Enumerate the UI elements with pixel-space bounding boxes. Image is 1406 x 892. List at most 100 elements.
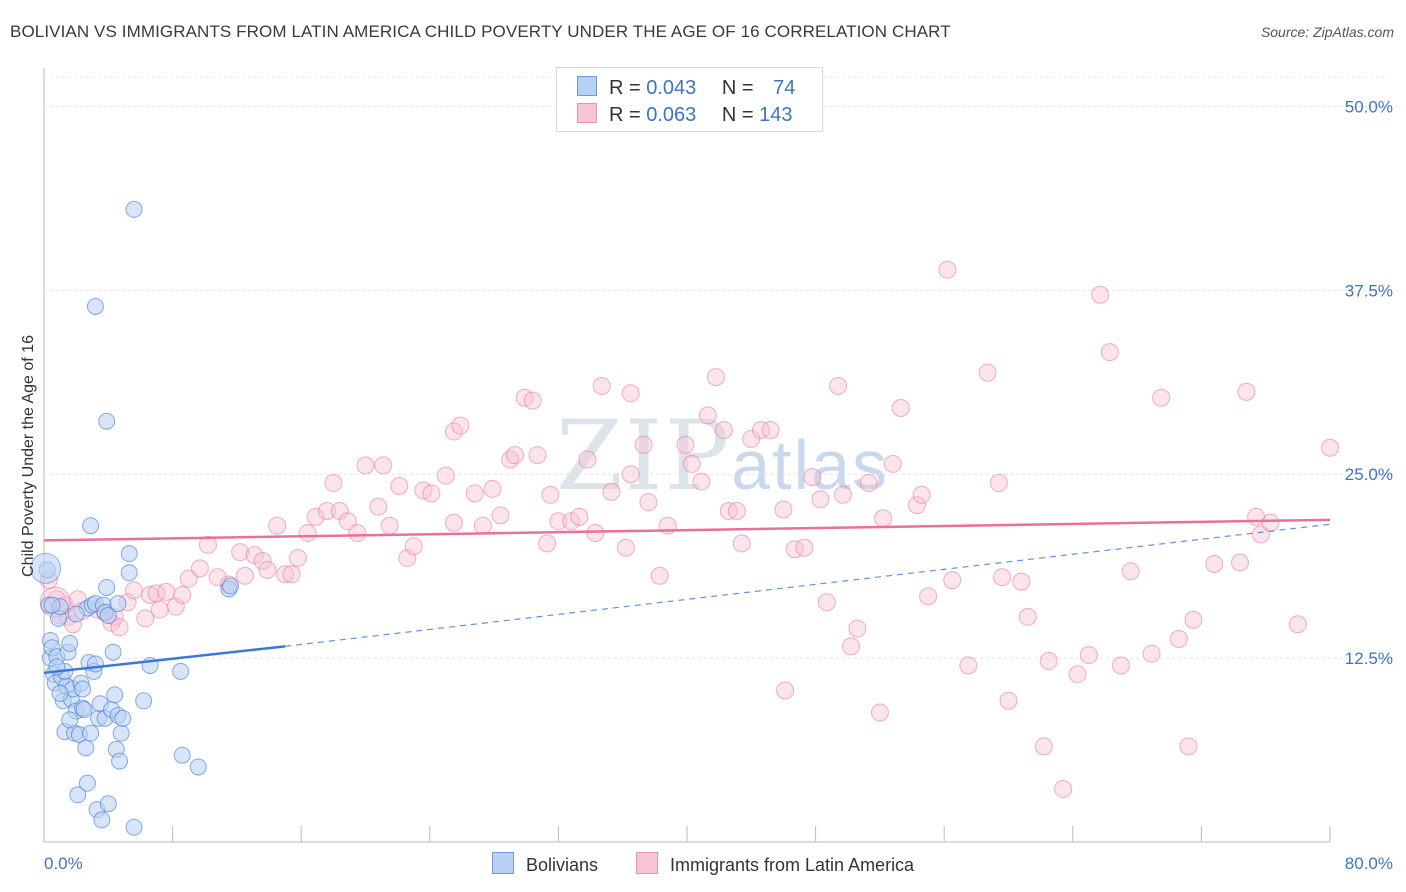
data-point-immigrants (919, 587, 938, 606)
data-point-immigrants (912, 485, 931, 504)
data-point-immigrants (621, 384, 640, 403)
data-point-immigrants (959, 656, 978, 675)
legend-row-bolivians: R = 0.043 N = 74 (577, 76, 795, 100)
trend-line-bolivians (43, 645, 286, 675)
data-point-immigrants (650, 566, 669, 585)
data-point-immigrants (253, 552, 272, 571)
data-point-immigrants (562, 512, 581, 531)
legend-r-value: 0.043 (646, 77, 697, 99)
legend-n-label: N = (721, 77, 754, 99)
data-point-immigrants (436, 466, 455, 485)
data-point-immigrants (907, 496, 926, 515)
data-point-bolivians (189, 758, 207, 776)
data-point-immigrants (1100, 343, 1119, 362)
data-point-bolivians (98, 412, 116, 430)
data-point-bolivians (99, 606, 117, 624)
data-point-immigrants (465, 484, 484, 503)
y-tick-label: 12.5% (1345, 649, 1393, 668)
data-point-immigrants (706, 368, 725, 387)
data-point-immigrants (549, 512, 568, 531)
y-tick-label: 25.0% (1345, 465, 1393, 484)
data-point-immigrants (1237, 382, 1256, 401)
data-point-immigrants (586, 524, 605, 543)
series-immigrants-points (39, 260, 1339, 799)
data-point-bolivians (109, 595, 127, 613)
data-point-bolivians (77, 739, 95, 757)
data-point-immigrants (451, 416, 470, 435)
data-point-immigrants (1230, 553, 1249, 572)
data-point-immigrants (422, 484, 441, 503)
data-point-bolivians (82, 517, 100, 535)
data-point-immigrants (891, 399, 910, 418)
trend-line-immigrants (43, 518, 1331, 542)
data-point-immigrants (989, 474, 1008, 493)
data-point-immigrants (592, 376, 611, 395)
data-point-immigrants (1321, 438, 1339, 457)
data-point-bolivians (221, 577, 239, 595)
legend-r-label: R = (609, 77, 641, 99)
y-axis-title: Child Poverty Under the Age of 16 (20, 335, 37, 577)
data-point-immigrants (817, 593, 836, 612)
data-point-immigrants (348, 524, 367, 543)
data-point-bolivians (86, 655, 104, 673)
y-tick-label: 37.5% (1345, 281, 1393, 300)
data-point-immigrants (883, 454, 902, 473)
data-point-immigrants (179, 569, 198, 588)
data-point-immigrants (811, 490, 830, 509)
data-point-immigrants (369, 497, 388, 516)
data-point-immigrants (1091, 285, 1110, 304)
data-point-immigrants (978, 363, 997, 382)
data-point-bolivians (112, 724, 130, 742)
data-point-bolivians (98, 578, 116, 596)
data-point-bolivians (61, 634, 79, 652)
data-point-immigrants (829, 376, 848, 395)
data-point-immigrants (874, 509, 893, 528)
data-point-immigrants (776, 681, 795, 700)
data-point-immigrants (1012, 572, 1031, 591)
data-point-bolivians (82, 724, 100, 742)
data-point-immigrants (692, 472, 711, 491)
data-point-immigrants (491, 506, 510, 525)
data-point-immigrants (483, 479, 502, 498)
data-point-bolivians (120, 545, 138, 563)
legend-n-value: 143 (759, 104, 793, 126)
data-point-immigrants (1018, 607, 1037, 626)
data-point-immigrants (136, 609, 155, 628)
data-point-immigrants (258, 560, 277, 579)
data-point-immigrants (390, 476, 409, 495)
data-point-immigrants (570, 507, 589, 526)
data-point-immigrants (208, 568, 227, 587)
data-point-immigrants (751, 421, 770, 440)
x-tick-label-max: 80.0% (1345, 854, 1393, 873)
data-point-immigrants (1121, 562, 1140, 581)
data-point-bolivians (69, 786, 87, 804)
data-point-bolivians (75, 701, 93, 719)
data-point-immigrants (616, 538, 635, 557)
data-point-bolivians (135, 692, 153, 710)
data-point-bolivians (172, 662, 190, 680)
y-tick-label: 50.0% (1345, 97, 1393, 116)
bottom-swatch-pink (636, 852, 658, 874)
data-point-immigrants (727, 501, 746, 520)
data-point-immigrants (714, 421, 733, 440)
data-point-immigrants (505, 446, 524, 465)
data-point-immigrants (173, 585, 192, 604)
trend-lines (43, 518, 1331, 675)
data-point-immigrants (1288, 615, 1307, 634)
data-point-immigrants (190, 559, 209, 578)
data-point-immigrants (682, 454, 701, 473)
data-point-immigrants (859, 474, 878, 493)
data-point-immigrants (848, 619, 867, 638)
data-point-immigrants (785, 540, 804, 559)
data-point-bolivians (106, 686, 124, 704)
data-point-bolivians (120, 564, 138, 582)
data-point-bolivians-cluster (30, 552, 62, 584)
data-point-immigrants (235, 566, 254, 585)
data-point-immigrants (268, 516, 287, 535)
data-point-bolivians (43, 596, 61, 614)
axis-labels: 12.5% 25.0% 37.5% 50.0% 0.0% 80.0% Child Pover… (20, 97, 1393, 873)
data-point-immigrants (993, 568, 1012, 587)
data-point-immigrants (404, 537, 423, 556)
data-point-immigrants (676, 435, 695, 454)
data-point-immigrants (761, 421, 780, 440)
